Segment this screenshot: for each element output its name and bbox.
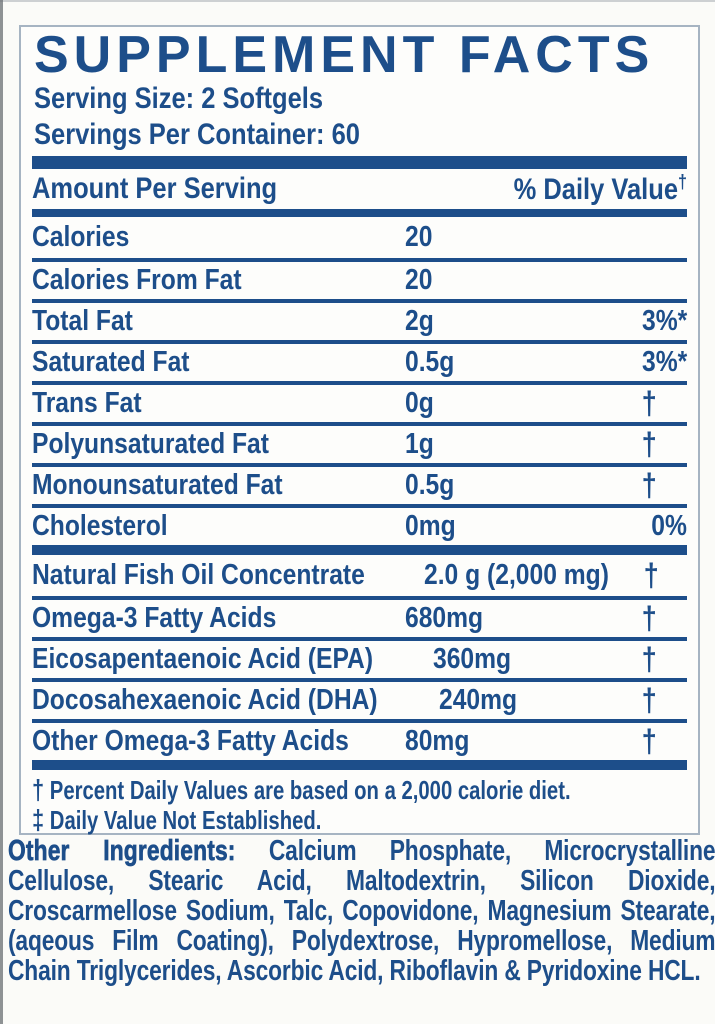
table-row: Eicosapentaenoic Acid (EPA) 360mg † <box>32 637 687 678</box>
double-dagger-icon: ‡ <box>32 804 45 835</box>
dagger-icon: † <box>641 385 657 421</box>
supplement-facts-panel: SUPPLEMENT FACTS Serving Size: 2 Softgel… <box>19 25 700 835</box>
dagger-icon: † <box>641 426 657 462</box>
header-divider <box>32 209 687 217</box>
table-row: Polyunsaturated Fat 1g † <box>32 422 687 463</box>
nutrient-name: Polyunsaturated Fat <box>32 428 269 460</box>
nutrient-amount: 0mg <box>405 510 457 542</box>
nutrient-name: Calories <box>32 221 130 253</box>
footnote-not-established: ‡ Daily Value Not Established. <box>32 804 322 835</box>
other-ingredients-label: Other Ingredients: <box>8 835 236 867</box>
nutrient-amount: 0.5g <box>405 469 455 501</box>
nutrient-name: Total Fat <box>32 305 133 337</box>
nutrient-amount: 2g <box>405 305 435 337</box>
section-divider-footnotes <box>32 760 687 770</box>
table-row: Trans Fat 0g † <box>32 381 687 422</box>
nutrient-daily-value: 0% <box>651 510 687 542</box>
nutrition-rows-main: Calories 20 Calories From Fat 20 Total F… <box>32 217 687 545</box>
dagger-icon: † <box>641 600 657 636</box>
nutrient-name: Natural Fish Oil Concentrate <box>32 559 365 591</box>
other-ingredients-text: Calcium Phosphate, Microcrystalline Cell… <box>8 835 715 987</box>
section-divider-oil <box>32 545 687 555</box>
table-row: Monounsaturated Fat 0.5g † <box>32 463 687 504</box>
table-row: Cholesterol 0mg 0% <box>32 504 687 545</box>
serving-size: Serving Size: 2 Softgels <box>34 82 324 115</box>
table-row: Total Fat 2g 3%* <box>32 299 687 340</box>
dagger-icon: † <box>641 641 657 677</box>
nutrient-name: Trans Fat <box>32 387 142 419</box>
scan-edge-left <box>0 0 3 1024</box>
table-row: Calories 20 <box>32 217 687 258</box>
nutrition-rows-fish-oil: Natural Fish Oil Concentrate 2.0 g (2,00… <box>32 555 687 760</box>
nutrient-amount: 0g <box>405 387 435 419</box>
daily-value-header: % Daily Value† <box>513 171 687 206</box>
other-ingredients-paragraph: Other Ingredients: Calcium Phosphate, Mi… <box>8 836 715 986</box>
nutrient-name: Docosahexaenoic Acid (DHA) <box>32 684 378 716</box>
nutrient-name: Calories From Fat <box>32 264 242 296</box>
table-row: Omega-3 Fatty Acids 680mg † <box>32 596 687 637</box>
nutrient-name: Saturated Fat <box>32 346 190 378</box>
nutrient-amount: 20 <box>405 221 433 253</box>
nutrient-amount: 0.5g <box>405 346 455 378</box>
table-row: Other Omega-3 Fatty Acids 80mg † <box>32 719 687 760</box>
nutrient-amount: 2.0 g (2,000 mg) <box>423 559 609 591</box>
dagger-icon: † <box>641 467 657 503</box>
table-row: Natural Fish Oil Concentrate 2.0 g (2,00… <box>32 555 687 596</box>
nutrient-amount: 20 <box>405 264 433 296</box>
servings-per-container: Servings Per Container: 60 <box>34 118 360 151</box>
table-header: Amount Per Serving % Daily Value† <box>32 169 687 209</box>
nutrient-name: Monounsaturated Fat <box>32 469 283 501</box>
amount-per-serving-header: Amount Per Serving <box>32 172 278 205</box>
footnote-daily-values: † Percent Daily Values are based on a 2,… <box>32 774 571 805</box>
nutrient-name: Other Omega-3 Fatty Acids <box>32 725 349 757</box>
nutrient-amount: 1g <box>405 428 435 460</box>
nutrient-amount: 240mg <box>438 684 517 716</box>
section-divider-top <box>32 156 687 169</box>
dagger-icon: † <box>641 723 657 759</box>
nutrient-name: Cholesterol <box>32 510 168 542</box>
nutrient-amount: 360mg <box>433 643 512 675</box>
dagger-icon: † <box>641 682 657 718</box>
dagger-icon: † <box>32 774 45 805</box>
nutrient-amount: 680mg <box>405 602 484 634</box>
nutrient-daily-value: 3%* <box>641 305 687 337</box>
table-row: Calories From Fat 20 <box>32 258 687 299</box>
table-row: Docosahexaenoic Acid (DHA) 240mg † <box>32 678 687 719</box>
table-row: Saturated Fat 0.5g 3%* <box>32 340 687 381</box>
footnotes: † Percent Daily Values are based on a 2,… <box>32 775 687 835</box>
dagger-superscript-icon: † <box>678 171 687 193</box>
nutrient-daily-value: 3%* <box>641 346 687 378</box>
scan-edge-top <box>0 0 715 2</box>
nutrient-name: Eicosapentaenoic Acid (EPA) <box>32 643 374 675</box>
panel-title: SUPPLEMENT FACTS <box>34 26 655 84</box>
dagger-icon: † <box>643 557 659 593</box>
nutrient-amount: 80mg <box>405 725 470 757</box>
nutrient-name: Omega-3 Fatty Acids <box>32 602 277 634</box>
